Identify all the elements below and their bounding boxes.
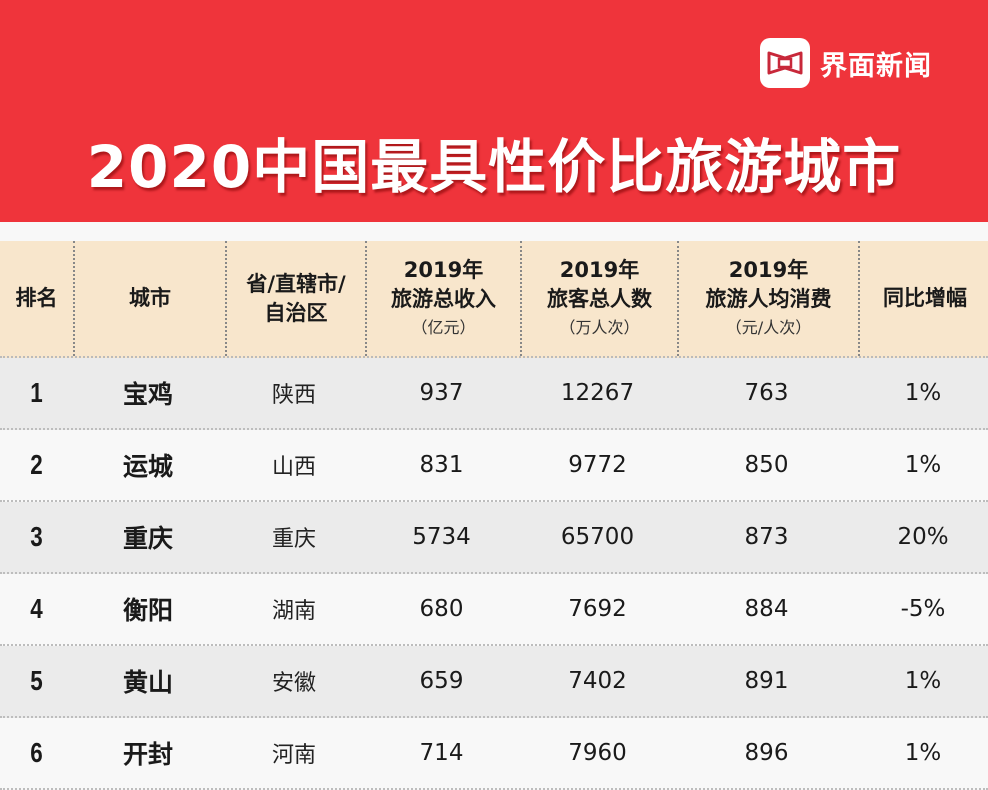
visitors-cell: 7402 <box>568 668 627 694</box>
city-cell: 衡阳 <box>122 596 173 625</box>
table-row: 2 运城 山西 831 9772 850 1% <box>0 430 988 502</box>
visitors-cell: 7960 <box>568 740 627 766</box>
table-row: 4 衡阳 湖南 680 7692 884 -5% <box>0 574 988 646</box>
province-cell: 陕西 <box>271 383 316 408</box>
header-label: 2019年 <box>403 257 484 282</box>
header-label-line2: 旅游总收入 <box>391 286 496 311</box>
revenue-cell: 5734 <box>412 524 471 550</box>
city-cell: 宝鸡 <box>122 380 173 409</box>
per-capita-cell: 891 <box>744 668 789 694</box>
province-cell: 河南 <box>271 743 316 768</box>
table-header: 排名 城市 省/直辖市/ 自治区 2019年 旅游总收入 （亿元） 2019年 … <box>0 241 988 358</box>
rank-cell: 3 <box>30 521 43 552</box>
header-unit: （元/人次） <box>725 317 812 337</box>
per-capita-cell: 850 <box>744 452 789 478</box>
table-row: 5 黄山 安徽 659 7402 891 1% <box>0 646 988 718</box>
brand-name: 界面新闻 <box>820 50 932 82</box>
city-cell: 重庆 <box>122 524 173 553</box>
city-cell: 运城 <box>122 452 173 481</box>
city-cell: 开封 <box>122 740 173 769</box>
growth-cell: 20% <box>897 524 949 550</box>
header-rank: 排名 <box>0 241 73 356</box>
revenue-cell: 831 <box>419 452 464 478</box>
visitors-cell: 7692 <box>568 596 627 622</box>
revenue-cell: 714 <box>419 740 464 766</box>
revenue-cell: 680 <box>419 596 464 622</box>
header-label-line2: 旅客总人数 <box>547 286 652 311</box>
city-cell: 黄山 <box>122 668 173 697</box>
revenue-cell: 937 <box>419 380 464 406</box>
growth-cell: 1% <box>904 668 942 694</box>
header-per-capita: 2019年 旅游人均消费 （元/人次） <box>677 241 858 356</box>
per-capita-cell: 884 <box>744 596 789 622</box>
growth-cell: -5% <box>900 596 946 622</box>
page-title: 2020中国最具性价比旅游城市 <box>86 133 902 201</box>
header-unit: （亿元） <box>411 317 476 337</box>
per-capita-cell: 763 <box>744 380 789 406</box>
header-revenue: 2019年 旅游总收入 （亿元） <box>365 241 520 356</box>
table-row: 6 开封 河南 714 7960 896 1% <box>0 718 988 790</box>
table-row: 3 重庆 重庆 5734 65700 873 20% <box>0 502 988 574</box>
growth-cell: 1% <box>904 380 942 406</box>
rank-cell: 5 <box>30 665 43 696</box>
rank-cell: 6 <box>30 737 43 768</box>
visitors-cell: 65700 <box>560 524 635 550</box>
jiemian-logo-icon <box>760 38 810 88</box>
rank-cell: 1 <box>30 377 43 408</box>
header-visitors: 2019年 旅客总人数 （万人次） <box>520 241 677 356</box>
revenue-cell: 659 <box>419 668 464 694</box>
header-label: 城市 <box>129 286 171 310</box>
header-label: 2019年 <box>728 257 809 282</box>
header-unit: （万人次） <box>559 317 640 337</box>
visitors-cell: 12267 <box>560 380 635 406</box>
rank-cell: 4 <box>30 593 43 624</box>
rank-cell: 2 <box>30 449 43 480</box>
header-label-line2: 旅游人均消费 <box>705 286 832 311</box>
header-label: 同比增幅 <box>883 286 967 310</box>
header-label: 排名 <box>15 286 58 310</box>
growth-cell: 1% <box>904 740 942 766</box>
header-label-line2: 自治区 <box>264 300 328 325</box>
province-cell: 湖南 <box>271 599 316 624</box>
per-capita-cell: 873 <box>744 524 789 550</box>
title-banner: 界面新闻 2020中国最具性价比旅游城市 <box>0 0 988 222</box>
per-capita-cell: 896 <box>744 740 789 766</box>
header-label: 省/直辖市/ <box>246 271 346 296</box>
header-province: 省/直辖市/ 自治区 <box>225 241 365 356</box>
visitors-cell: 9772 <box>568 452 627 478</box>
province-cell: 山西 <box>271 455 316 480</box>
growth-cell: 1% <box>904 452 942 478</box>
spacer <box>0 222 988 241</box>
header-label: 2019年 <box>559 257 640 282</box>
table-row: 1 宝鸡 陕西 937 12267 763 1% <box>0 358 988 430</box>
header-growth: 同比增幅 <box>858 241 988 356</box>
brand: 界面新闻 <box>760 38 932 88</box>
header-city: 城市 <box>73 241 225 356</box>
province-cell: 安徽 <box>271 671 316 696</box>
province-cell: 重庆 <box>271 527 316 552</box>
